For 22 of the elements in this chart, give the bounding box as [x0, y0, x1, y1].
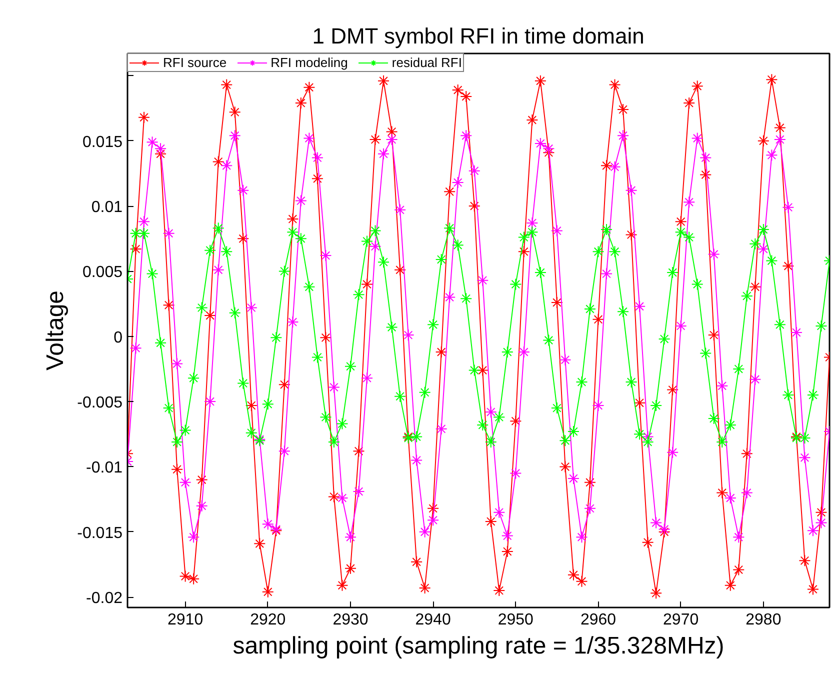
x-tick-label: 2980: [746, 612, 782, 628]
chart-title: 1 DMT symbol RFI in time domain: [312, 24, 644, 48]
y-tick-label: -0.01: [86, 460, 123, 477]
x-tick-label: 2960: [580, 612, 616, 628]
y-tick-label: -0.005: [77, 394, 123, 412]
x-tick-label: 2930: [332, 612, 368, 628]
legend-label: RFI source: [163, 55, 227, 70]
y-tick-label: -0.02: [86, 590, 123, 608]
x-tick-label: 2940: [415, 612, 451, 628]
x-tick-label: 2970: [663, 612, 699, 628]
y-tick-label: 0.015: [82, 134, 123, 151]
y-tick-label: 0.005: [82, 264, 123, 282]
x-tick-label: 2910: [168, 612, 204, 628]
y-tick-label: 0: [114, 329, 123, 346]
legend-label: RFI modeling: [270, 55, 348, 70]
x-tick-label: 2950: [498, 612, 534, 628]
legend-label: residual RFI: [392, 55, 462, 70]
y-axis-title: Voltage: [42, 290, 70, 371]
y-tick-label: -0.015: [77, 524, 123, 542]
y-tick-label: 0.01: [91, 199, 123, 216]
x-tick-label: 2920: [250, 612, 286, 628]
x-axis-title: sampling point (sampling rate = 1/35.328MHz): [232, 632, 724, 660]
